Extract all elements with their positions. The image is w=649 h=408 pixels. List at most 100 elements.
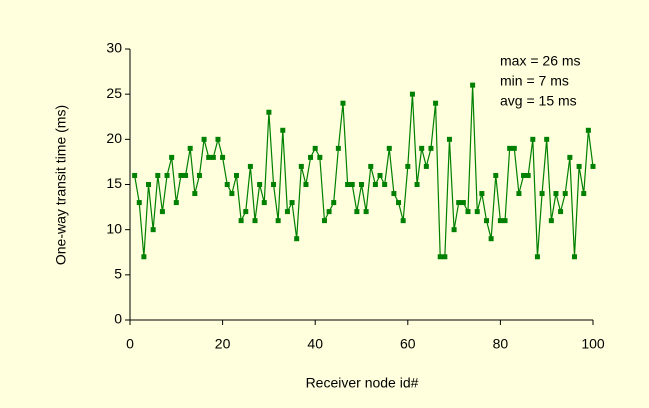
point bbox=[497, 218, 503, 224]
point bbox=[382, 182, 388, 187]
x-tick-label: 60 bbox=[400, 336, 416, 352]
point bbox=[326, 209, 332, 215]
point bbox=[340, 100, 346, 106]
point bbox=[409, 91, 415, 97]
y-tick-label: 0 bbox=[114, 311, 122, 327]
point bbox=[247, 163, 253, 169]
point bbox=[590, 163, 596, 169]
point bbox=[178, 172, 184, 178]
point bbox=[400, 218, 406, 224]
point bbox=[280, 127, 286, 133]
point bbox=[345, 182, 351, 187]
point bbox=[159, 209, 165, 215]
point bbox=[470, 82, 476, 88]
point bbox=[423, 163, 429, 169]
x-tick-label: 20 bbox=[215, 336, 231, 352]
point bbox=[308, 154, 314, 160]
point bbox=[150, 227, 156, 233]
annotation: avg = 15 ms bbox=[500, 93, 577, 109]
y-tick-label: 25 bbox=[106, 85, 122, 101]
point bbox=[169, 154, 175, 160]
annotation: max = 26 ms bbox=[500, 53, 581, 69]
point bbox=[298, 163, 304, 169]
point bbox=[229, 191, 235, 197]
point bbox=[530, 136, 536, 142]
point bbox=[553, 191, 559, 197]
point bbox=[576, 163, 582, 169]
point bbox=[516, 191, 522, 197]
point bbox=[585, 127, 591, 133]
point bbox=[428, 145, 434, 151]
point bbox=[164, 172, 170, 178]
point bbox=[224, 182, 230, 187]
point bbox=[368, 163, 374, 169]
y-tick-label: 5 bbox=[114, 266, 122, 282]
point bbox=[206, 154, 212, 160]
point bbox=[493, 172, 499, 178]
point bbox=[488, 236, 494, 242]
point bbox=[437, 254, 443, 260]
point bbox=[233, 172, 239, 178]
point bbox=[391, 191, 397, 197]
point bbox=[456, 200, 462, 206]
point bbox=[238, 218, 244, 224]
point bbox=[220, 154, 226, 160]
point bbox=[474, 209, 480, 215]
point bbox=[173, 200, 179, 206]
point bbox=[446, 136, 452, 142]
y-tick-label: 15 bbox=[106, 175, 122, 191]
point bbox=[460, 200, 466, 206]
point bbox=[396, 200, 402, 206]
point bbox=[252, 218, 258, 224]
point bbox=[544, 136, 550, 142]
point bbox=[465, 209, 471, 215]
point bbox=[354, 209, 360, 215]
point bbox=[201, 136, 207, 142]
point bbox=[146, 182, 152, 187]
point bbox=[534, 254, 540, 260]
point bbox=[257, 182, 263, 187]
point bbox=[183, 172, 189, 178]
annotation: min = 7 ms bbox=[500, 73, 569, 89]
point bbox=[442, 254, 448, 260]
y-axis-label: One-way transit time (ms) bbox=[53, 105, 69, 265]
point bbox=[321, 218, 327, 224]
point bbox=[539, 191, 545, 197]
point bbox=[562, 191, 568, 197]
point bbox=[372, 182, 378, 187]
point bbox=[155, 172, 161, 178]
point bbox=[317, 154, 323, 160]
point bbox=[136, 200, 142, 206]
point bbox=[548, 218, 554, 224]
point bbox=[261, 200, 267, 206]
point bbox=[243, 209, 249, 215]
point bbox=[349, 182, 355, 187]
point bbox=[521, 172, 527, 178]
point bbox=[414, 182, 420, 187]
point bbox=[502, 218, 508, 224]
x-tick-label: 40 bbox=[307, 336, 323, 352]
point bbox=[289, 200, 295, 206]
point bbox=[215, 136, 221, 142]
point bbox=[294, 236, 300, 242]
point bbox=[507, 145, 513, 151]
point bbox=[275, 218, 281, 224]
point bbox=[525, 172, 531, 178]
point bbox=[405, 163, 411, 169]
point bbox=[567, 154, 573, 160]
point bbox=[331, 200, 337, 206]
y-tick-label: 20 bbox=[106, 130, 122, 146]
point bbox=[479, 191, 485, 197]
point bbox=[571, 254, 577, 260]
point bbox=[558, 209, 564, 215]
point bbox=[266, 109, 272, 115]
point bbox=[141, 254, 147, 260]
point bbox=[312, 145, 318, 151]
point bbox=[271, 182, 277, 187]
y-tick-label: 10 bbox=[106, 220, 122, 236]
point bbox=[433, 100, 439, 106]
point bbox=[192, 191, 198, 197]
x-tick-label: 0 bbox=[126, 336, 134, 352]
point bbox=[581, 191, 587, 197]
